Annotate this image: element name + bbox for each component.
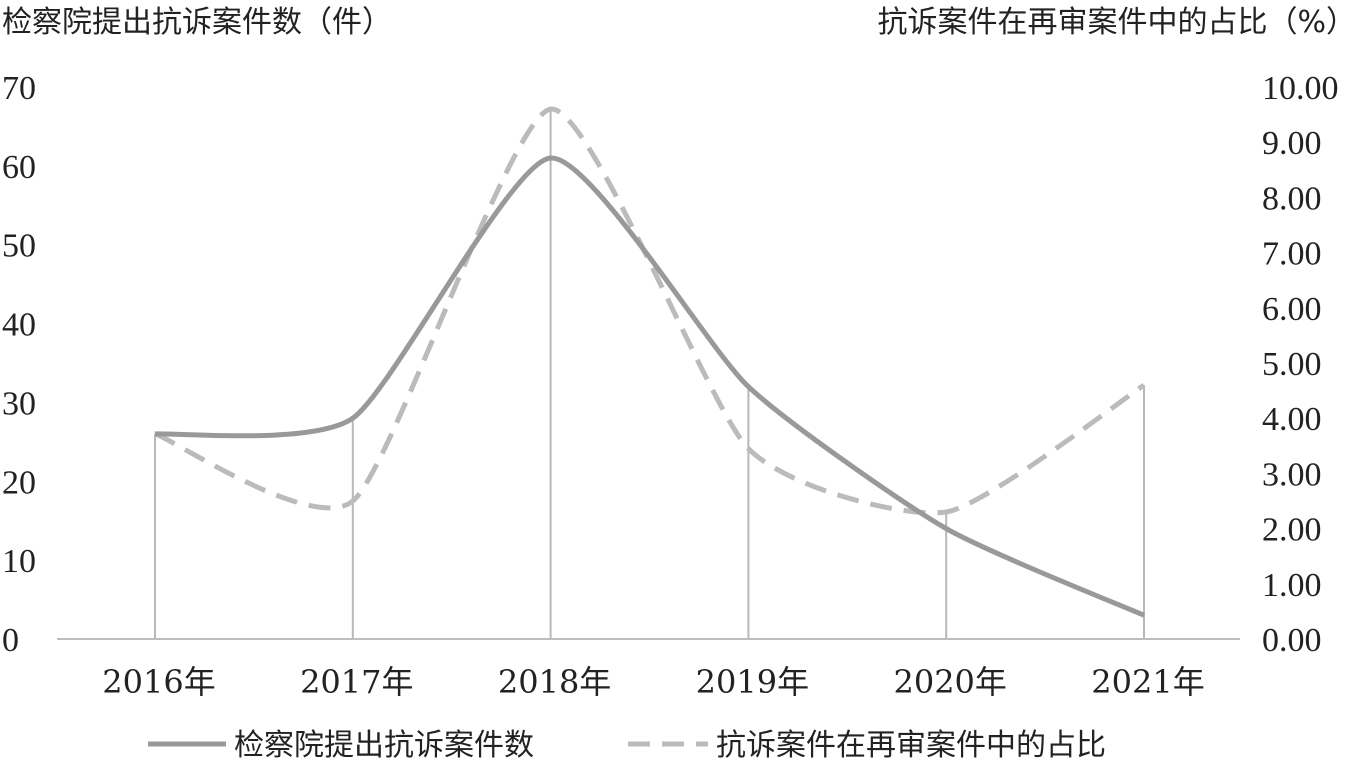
drop-lines [154, 109, 1145, 639]
right-tick-label: 2.00 [1262, 512, 1322, 549]
left-tick-label: 20 [2, 464, 36, 501]
series-layer [154, 106, 1146, 618]
series-line [154, 106, 1146, 516]
category-label: 2018年 [498, 663, 611, 701]
left-axis-ticks: 0 10 20 30 40 50 60 70 [2, 70, 36, 659]
right-tick-label: 10.00 [1262, 70, 1339, 107]
left-tick-label: 30 [2, 385, 36, 422]
category-labels: 2016年 2017年 2018年 2019年 2020年 2021年 [102, 663, 1204, 701]
left-tick-label: 70 [2, 70, 36, 107]
right-tick-label: 6.00 [1262, 291, 1322, 328]
right-tick-label: 4.00 [1262, 401, 1322, 438]
category-label: 2017年 [300, 663, 413, 701]
category-label: 2016年 [102, 663, 215, 701]
left-tick-label: 40 [2, 307, 36, 344]
left-tick-label: 50 [2, 228, 36, 265]
right-axis-ticks: 0.00 1.00 2.00 3.00 4.00 5.00 6.00 7.00 8.00 9.00… [1262, 70, 1339, 659]
series-line [154, 155, 1145, 618]
left-tick-label: 10 [2, 543, 36, 580]
right-tick-label: 0.00 [1262, 622, 1322, 659]
right-axis-title: 抗诉案件在再审案件中的占比（%） [877, 5, 1356, 40]
right-tick-label: 3.00 [1262, 456, 1322, 493]
right-tick-label: 1.00 [1262, 567, 1322, 604]
category-label: 2019年 [696, 663, 809, 701]
left-axis-title: 检察院提出抗诉案件数（件） [2, 5, 392, 40]
left-tick-label: 0 [2, 622, 19, 659]
right-tick-label: 9.00 [1262, 125, 1322, 162]
right-tick-label: 8.00 [1262, 180, 1322, 217]
right-tick-label: 5.00 [1262, 346, 1322, 383]
legend: 检察院提出抗诉案件数 抗诉案件在再审案件中的占比 [148, 728, 1106, 763]
category-label: 2021年 [1091, 663, 1204, 701]
right-tick-label: 7.00 [1262, 236, 1322, 273]
legend-label: 检察院提出抗诉案件数 [234, 728, 534, 763]
legend-label: 抗诉案件在再审案件中的占比 [716, 728, 1106, 763]
category-label: 2020年 [893, 663, 1006, 701]
left-tick-label: 60 [2, 149, 36, 186]
